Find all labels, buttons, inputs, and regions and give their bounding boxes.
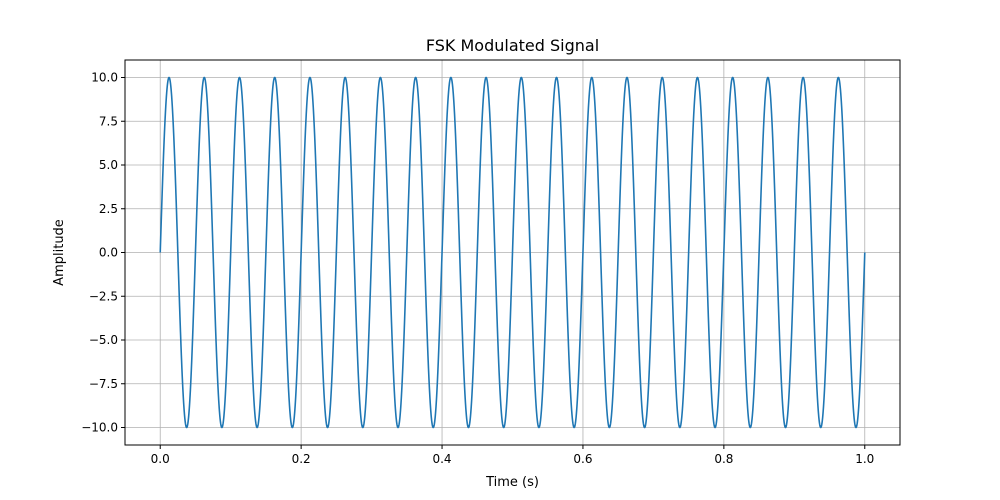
x-tick-label-2: 0.4 bbox=[432, 452, 451, 466]
x-tick-label-4: 0.8 bbox=[714, 452, 733, 466]
grid bbox=[125, 60, 900, 445]
y-tick-label-8: 10.0 bbox=[91, 71, 118, 85]
y-tick-label-6: 5.0 bbox=[99, 158, 118, 172]
y-tick-label-4: 0.0 bbox=[99, 246, 118, 260]
x-tick-label-1: 0.2 bbox=[292, 452, 311, 466]
y-tick-label-5: 2.5 bbox=[99, 202, 118, 216]
y-tick-label-2: −5.0 bbox=[89, 333, 118, 347]
y-axis-ticks: −10.0 −7.5 −5.0 −2.5 0.0 2.5 5.0 7.5 10.0 bbox=[81, 71, 125, 435]
x-axis-ticks: 0.0 0.2 0.4 0.6 0.8 1.0 bbox=[151, 445, 874, 466]
y-axis-label: Amplitude bbox=[52, 219, 67, 286]
x-axis-label: Time (s) bbox=[485, 475, 539, 490]
y-tick-label-7: 7.5 bbox=[99, 114, 118, 128]
y-tick-label-0: −10.0 bbox=[81, 421, 118, 435]
x-tick-label-5: 1.0 bbox=[855, 452, 874, 466]
x-tick-label-3: 0.6 bbox=[573, 452, 592, 466]
y-tick-label-3: −2.5 bbox=[89, 289, 118, 303]
x-tick-label-0: 0.0 bbox=[151, 452, 170, 466]
chart-title: FSK Modulated Signal bbox=[426, 36, 599, 55]
series-layer bbox=[159, 76, 866, 429]
series-line-0 bbox=[159, 76, 866, 429]
y-tick-label-1: −7.5 bbox=[89, 377, 118, 391]
